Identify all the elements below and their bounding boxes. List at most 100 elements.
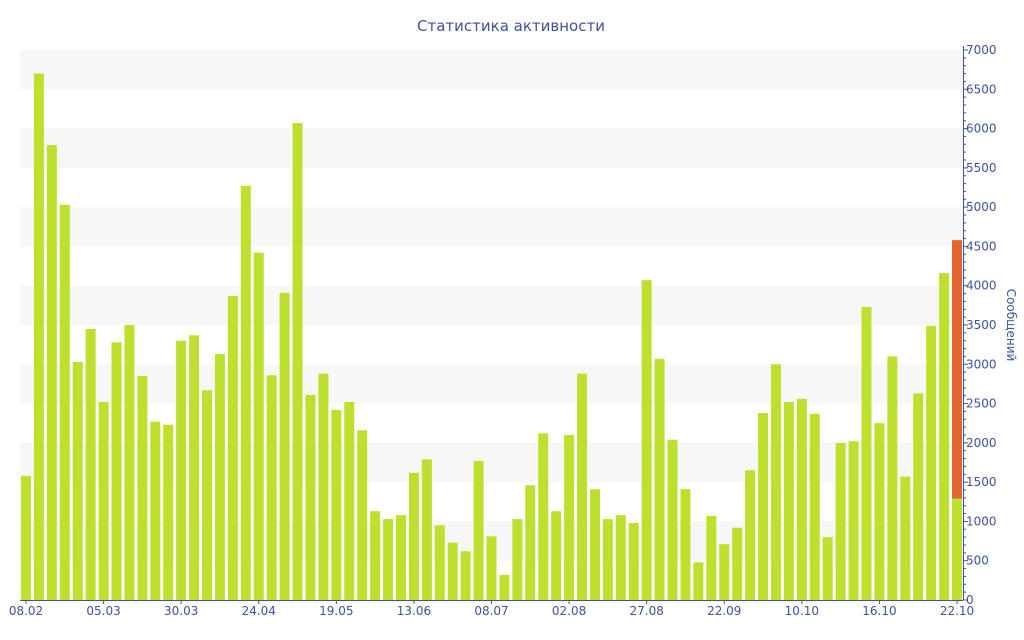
bar (525, 485, 536, 600)
x-tick-label: 24.04 (242, 604, 276, 618)
bar (667, 439, 678, 600)
x-tick-label: 19.05 (319, 604, 353, 618)
y-tick-label: 0 (966, 593, 974, 607)
bar (680, 489, 691, 600)
grid-band (20, 128, 963, 168)
x-tick-label: 13.06 (397, 604, 431, 618)
bar (693, 562, 704, 600)
bar (900, 476, 911, 600)
bar-secondary (952, 240, 962, 499)
bar (266, 375, 277, 600)
bar (589, 489, 600, 600)
y-tick-label: 4000 (966, 279, 997, 293)
x-tick-label: 27.08 (629, 604, 663, 618)
y-tick-label: 3500 (966, 318, 997, 332)
bar (176, 340, 187, 600)
bar (499, 574, 510, 600)
bar (874, 423, 885, 600)
bar (835, 442, 846, 600)
bar (745, 470, 756, 600)
y-tick-label: 6000 (966, 122, 997, 136)
grid-band (20, 364, 963, 404)
bar (279, 292, 290, 600)
bar (357, 430, 368, 600)
bar (758, 413, 769, 600)
x-tick-label: 16.10 (862, 604, 896, 618)
bar (434, 525, 445, 600)
bar (189, 335, 200, 600)
y-axis-label: Сообщений (1004, 289, 1018, 362)
bar (370, 511, 381, 600)
y-tick-label: 6500 (966, 82, 997, 96)
bar (202, 390, 213, 600)
grid-band (20, 285, 963, 325)
bar (602, 519, 613, 600)
bar (33, 73, 44, 601)
x-tick-label: 02.08 (552, 604, 586, 618)
bar (939, 273, 950, 600)
grid-band (20, 442, 963, 483)
bar (783, 402, 794, 600)
bar (706, 515, 717, 600)
bar (809, 413, 820, 600)
bar (615, 515, 626, 600)
bar (240, 185, 251, 600)
y-tick-label: 3000 (966, 357, 997, 371)
bar (848, 441, 859, 600)
bar (318, 373, 329, 600)
x-tick-label: 08.02 (9, 604, 43, 618)
bar (72, 361, 83, 600)
bar (292, 123, 303, 601)
bar (59, 204, 70, 601)
bar (952, 498, 962, 600)
bar (408, 472, 419, 600)
bar (98, 402, 109, 600)
bar (538, 433, 549, 600)
bar (305, 394, 316, 600)
bar (887, 356, 898, 600)
bar (421, 459, 432, 600)
x-tick-label: 30.03 (164, 604, 198, 618)
bar (641, 280, 652, 600)
y-tick-label: 5500 (966, 161, 997, 175)
bar (85, 328, 96, 600)
y-tick-label: 4500 (966, 239, 997, 253)
x-tick-label: 22.09 (707, 604, 741, 618)
y-tick-label: 7000 (966, 43, 997, 57)
x-tick-label: 05.03 (86, 604, 120, 618)
x-tick-label: 08.07 (474, 604, 508, 618)
bar (926, 325, 937, 600)
y-tick-label: 500 (966, 554, 989, 568)
y-tick-label: 5000 (966, 200, 997, 214)
grid-band (20, 50, 963, 90)
bar (577, 373, 588, 600)
bar (654, 358, 665, 600)
bar (214, 354, 225, 600)
bar (137, 376, 148, 600)
bar (163, 424, 174, 600)
y-tick-label: 2000 (966, 436, 997, 450)
grid-band (20, 207, 963, 247)
bar (486, 536, 497, 600)
y-tick-label: 2500 (966, 397, 997, 411)
y-tick-label: 1500 (966, 475, 997, 489)
bar (253, 252, 264, 600)
bar (719, 544, 730, 600)
bar (111, 342, 122, 600)
bar (21, 475, 31, 600)
bar (796, 398, 807, 600)
y-tick-label: 1000 (966, 514, 997, 528)
bar (383, 519, 394, 600)
bar (770, 364, 781, 600)
bar (473, 460, 484, 600)
bar (447, 542, 458, 600)
bar (46, 145, 57, 601)
bar (344, 402, 355, 600)
chart-title: Статистика активности (417, 17, 605, 35)
bar (822, 537, 833, 600)
bar (732, 527, 743, 600)
bar (227, 295, 238, 600)
bar (512, 519, 523, 600)
bar (331, 409, 342, 600)
